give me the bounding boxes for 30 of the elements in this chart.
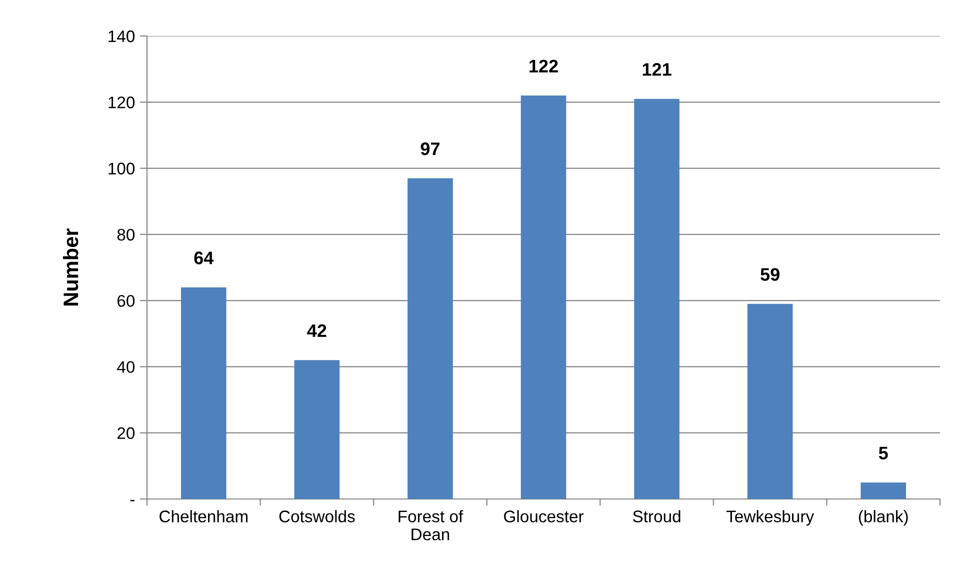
data-label: 122 [530,60,558,72]
y-axis-title: Number [62,228,78,306]
bar [634,98,680,499]
bar [294,360,340,499]
y-tick-label: 100 [108,162,135,174]
bar [520,96,566,499]
y-tick-label: 40 [117,361,135,373]
data-label: 64 [194,252,214,264]
bar [747,304,793,499]
x-tick-label: Stroud [632,510,680,522]
y-tick-label: 120 [108,96,135,108]
data-label: 5 [878,446,888,460]
x-tick-label: Cotswolds [279,510,355,522]
x-tick-label: Forest of Dean [398,510,464,540]
x-tick-label: Gloucester [504,510,584,522]
bar [180,287,226,499]
y-tick-label: 140 [108,30,135,42]
x-tick-label: Cheltenham [160,510,248,522]
data-label: 59 [760,268,780,281]
y-tick-label: - [130,500,134,502]
x-tick-label: (blank) [858,510,908,526]
y-tick-label: 80 [117,228,135,241]
data-label: 121 [642,63,672,76]
y-tick-label: 20 [117,427,135,440]
bar [860,482,906,499]
x-tick-label: Tewkesbury [726,510,814,526]
data-label: 97 [420,142,440,156]
data-label: 42 [307,324,326,337]
y-tick-label: 60 [118,294,135,307]
bar [408,178,453,499]
